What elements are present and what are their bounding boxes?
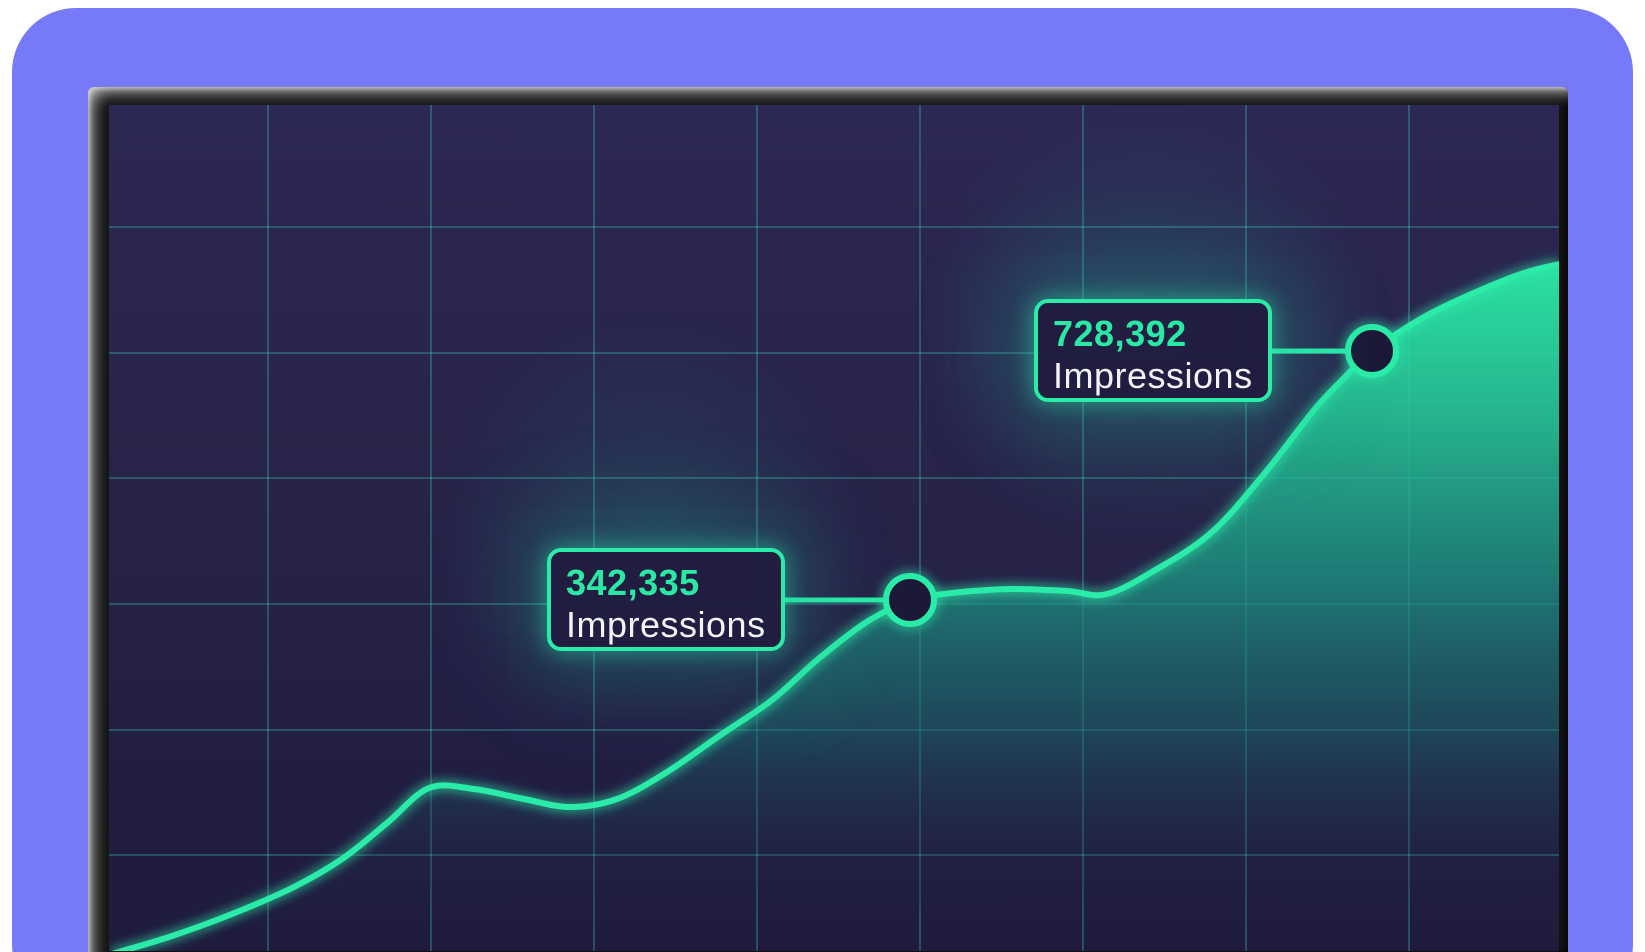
tooltip-label: Impressions <box>1053 355 1253 396</box>
tooltip-value: 342,335 <box>566 562 700 603</box>
impressions-area-chart[interactable] <box>109 105 1559 951</box>
tooltip-728392-impressions: 728,392 Impressions <box>1034 299 1272 402</box>
data-point-marker-1[interactable] <box>883 573 937 627</box>
tooltip-label: Impressions <box>566 604 766 645</box>
tooltip-342335-impressions: 342,335 Impressions <box>547 548 785 651</box>
monitor-bezel: 342,335 Impressions 728,392 Impressions <box>88 87 1568 952</box>
device-frame: 342,335 Impressions 728,392 Impressions <box>12 8 1633 952</box>
tooltip-value: 728,392 <box>1053 313 1187 354</box>
chart-screen: 342,335 Impressions 728,392 Impressions <box>109 105 1559 951</box>
trend-line <box>111 261 1559 951</box>
area-fill <box>122 264 1559 951</box>
data-point-marker-2[interactable] <box>1345 324 1399 378</box>
